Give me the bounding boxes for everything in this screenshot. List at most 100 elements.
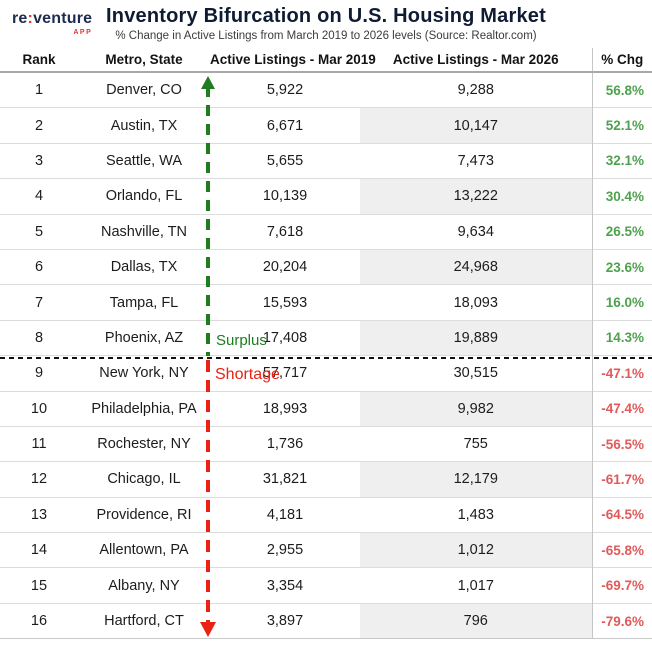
mar2019-cell: 3,354 [210, 567, 360, 604]
metro-cell: Providence, RI [78, 496, 210, 533]
mar2019-cell: 20,204 [210, 248, 360, 285]
pct-chg-cell: 30.4% [591, 178, 652, 215]
metro-cell: New York, NY [78, 355, 210, 392]
rank-cell: 12 [0, 461, 78, 498]
metro-cell: Denver, CO [106, 82, 182, 99]
table-row: 3 Seattle, WA 5,655 7,473 32.1% [0, 142, 652, 179]
col-header-metro: Metro, State [78, 48, 210, 73]
mar2026-cell: 9,288 [457, 82, 494, 99]
mar2026-cell: 1,017 [360, 567, 592, 604]
shortage-dashed-line [206, 360, 210, 624]
surplus-arrow-up-icon [201, 76, 215, 89]
mar2019-cell: 2,955 [210, 532, 360, 568]
mar2019-cell: 4,181 [210, 496, 360, 533]
mar2026-cell: 19,889 [360, 319, 592, 356]
table-body: 1 Denver, CO 5,922 9,288 56.8% 2 Austin, TX 6,6… [0, 72, 652, 640]
bifurcation-divider-line [0, 357, 652, 359]
table-row: 5 Nashville, TN 7,618 9,634 26.5% [0, 213, 652, 250]
table-row: 14 Allentown, PA 2,955 1,012 -65.8% [0, 532, 652, 568]
rank-cell: 6 [0, 248, 78, 285]
rank-cell: 2 [0, 107, 78, 144]
table-row: 15 Albany, NY 3,354 1,017 -69.7% [0, 567, 652, 604]
pct-chg-cell: -61.7% [591, 461, 652, 498]
pct-chg-cell: 16.0% [591, 284, 652, 321]
mar2026-cell: 18,093 [360, 284, 592, 321]
rank-cell: 1 [34, 82, 44, 99]
surplus-label: Surplus [216, 332, 267, 349]
rank-cell: 3 [0, 142, 78, 179]
mar2019-cell: 17,408 [210, 319, 360, 356]
rank-cell: 16 [0, 602, 78, 640]
mar2026-cell: 1,012 [360, 532, 592, 568]
mar2026-cell: 7,473 [360, 142, 592, 179]
table-row: 13 Providence, RI 4,181 1,483 -64.5% [0, 496, 652, 533]
pct-chg-cell: 23.6% [591, 248, 652, 285]
mar2019-cell: 3,897 [210, 602, 360, 640]
page-subtitle: % Change in Active Listings from March 2… [115, 30, 537, 42]
mar2019-cell: 6,671 [210, 107, 360, 144]
mar2026-cell: 12,179 [360, 461, 592, 498]
mar2026-cell: 10,147 [360, 107, 592, 144]
surplus-dashed-line [206, 86, 210, 356]
mar2026-cell: 755 [360, 425, 592, 462]
rank-cell: 13 [0, 496, 78, 533]
table-row: 4 Orlando, FL 10,139 13,222 30.4% [0, 178, 652, 215]
rank-cell: 10 [0, 390, 78, 427]
mar2019-cell: 15,593 [210, 284, 360, 321]
page-title: Inventory Bifurcation on U.S. Housing Ma… [106, 5, 546, 27]
mar2026-cell: 9,982 [360, 390, 592, 427]
metro-cell: Orlando, FL [78, 178, 210, 215]
pct-chg-cell: -64.5% [591, 496, 652, 533]
rank-cell: 15 [0, 567, 78, 604]
mar2026-cell: 13,222 [360, 178, 592, 215]
pct-chg-cell: -69.7% [591, 567, 652, 604]
metro-cell: Allentown, PA [78, 532, 210, 568]
metro-cell: Nashville, TN [78, 213, 210, 250]
header-row: Rank Metro, State Active Listings - Mar … [0, 48, 652, 73]
pct-chg-cell: -47.1% [591, 355, 652, 392]
pct-chg-cell: -79.6% [591, 602, 652, 640]
mar2019-cell: 7,618 [210, 213, 360, 250]
rank-cell: 5 [0, 213, 78, 250]
metro-cell: Albany, NY [78, 567, 210, 604]
rank-cell: 7 [0, 284, 78, 321]
metro-cell: Seattle, WA [78, 142, 210, 179]
title-block: Inventory Bifurcation on U.S. Housing Ma… [0, 0, 652, 42]
shortage-label: Shortage [215, 366, 280, 383]
pct-chg-cell: -65.8% [591, 532, 652, 568]
table-row: 12 Chicago, IL 31,821 12,179 -61.7% [0, 461, 652, 498]
metro-cell: Tampa, FL [78, 284, 210, 321]
logo-wordmark: re:venture [12, 11, 92, 27]
pct-chg-cell: 56.8% [591, 72, 652, 108]
rank-cell: 11 [0, 425, 78, 462]
metro-cell: Dallas, TX [78, 248, 210, 285]
mar2026-cell: 24,968 [360, 248, 592, 285]
rank-cell: 8 [0, 319, 78, 356]
metro-cell: Rochester, NY [78, 425, 210, 462]
table-row: 9 New York, NY 57,717 30,515 -47.1% [0, 355, 652, 392]
mar2019-cell: 5,655 [210, 142, 360, 179]
pct-chg-cell: -47.4% [591, 390, 652, 427]
rank-cell: 14 [0, 532, 78, 568]
metro-cell: Philadelphia, PA [78, 390, 210, 427]
listings-table-wrap: Rank Metro, State Active Listings - Mar … [0, 48, 652, 647]
metro-cell: Austin, TX [78, 107, 210, 144]
pct-chg-cell: 32.1% [591, 142, 652, 179]
listings-table: Rank Metro, State Active Listings - Mar … [0, 48, 652, 640]
table-row: 2 Austin, TX 6,671 10,147 52.1% [0, 107, 652, 144]
table-row: 7 Tampa, FL 15,593 18,093 16.0% [0, 284, 652, 321]
mar2019-cell: 10,139 [210, 178, 360, 215]
table-row: 6 Dallas, TX 20,204 24,968 23.6% [0, 248, 652, 285]
logo-venture: venture [33, 10, 93, 27]
col-header-rank: Rank [0, 48, 78, 73]
table-row: 11 Rochester, NY 1,736 755 -56.5% [0, 425, 652, 462]
masthead: re:venture APP Inventory Bifurcation on … [0, 0, 652, 48]
reventure-logo: re:venture APP [12, 11, 92, 37]
mar2019-cell: 31,821 [210, 461, 360, 498]
table-header: Rank Metro, State Active Listings - Mar … [0, 48, 652, 73]
table-row: 1 Denver, CO 5,922 9,288 56.8% [0, 72, 652, 108]
col-header-pct-chg: % Chg [591, 48, 652, 73]
table-row: 16 Hartford, CT 3,897 796 -79.6% [0, 602, 652, 640]
mar2019-cell: 57,717 [210, 355, 360, 392]
